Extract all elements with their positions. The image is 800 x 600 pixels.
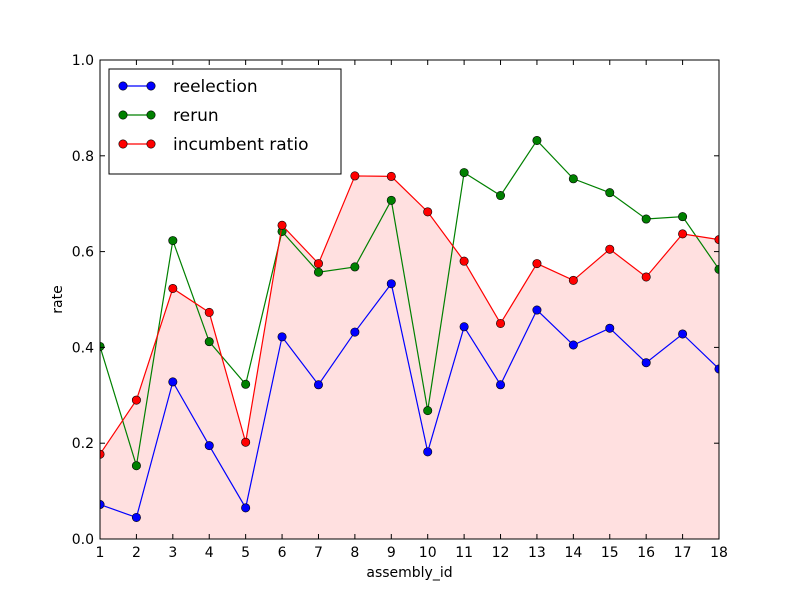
data-point-rerun bbox=[568, 174, 578, 184]
data-point-rerun bbox=[313, 267, 323, 277]
data-point-rerun bbox=[641, 214, 651, 224]
data-point-reelection bbox=[641, 358, 651, 368]
x-tick-label: 6 bbox=[278, 545, 287, 561]
x-tick-label: 1 bbox=[96, 545, 105, 561]
legend-marker bbox=[146, 139, 156, 149]
data-point-incumbent-ratio bbox=[277, 220, 287, 230]
plot-frame bbox=[99, 59, 720, 540]
data-point-reelection bbox=[423, 447, 433, 457]
data-point-incumbent-ratio bbox=[641, 272, 651, 282]
series-line-incumbent-ratio bbox=[99, 175, 720, 455]
x-tick-label: 7 bbox=[314, 545, 323, 561]
series-incumbent-ratio bbox=[99, 171, 720, 459]
legend-label: rerun bbox=[173, 106, 219, 126]
data-point-rerun bbox=[350, 262, 360, 272]
data-point-incumbent-ratio bbox=[423, 207, 433, 217]
series-line-rerun bbox=[99, 139, 720, 466]
data-point-incumbent-ratio bbox=[532, 259, 542, 269]
data-point-reelection bbox=[605, 323, 615, 333]
y-tick-label: 0.8 bbox=[72, 149, 94, 165]
data-point-rerun bbox=[605, 188, 615, 198]
data-point-reelection bbox=[350, 327, 360, 337]
data-point-reelection bbox=[204, 441, 214, 451]
data-point-rerun bbox=[459, 168, 469, 178]
data-point-reelection bbox=[241, 503, 251, 513]
data-point-reelection bbox=[568, 340, 578, 350]
data-point-reelection bbox=[386, 279, 396, 289]
legend-marker bbox=[118, 81, 128, 91]
x-tick-label: 11 bbox=[455, 545, 473, 561]
x-tick-label: 4 bbox=[205, 545, 214, 561]
series-line-reelection bbox=[99, 282, 720, 519]
legend-marker bbox=[118, 139, 128, 149]
data-point-reelection bbox=[678, 329, 688, 339]
data-point-rerun bbox=[496, 191, 506, 201]
x-axis-label: assembly_id bbox=[366, 565, 452, 581]
x-tick-label: 9 bbox=[387, 545, 396, 561]
data-point-rerun bbox=[168, 236, 178, 246]
data-point-rerun bbox=[241, 379, 251, 389]
x-tick-label: 15 bbox=[601, 545, 619, 561]
data-point-reelection bbox=[277, 332, 287, 342]
series-layer bbox=[99, 135, 720, 522]
data-point-incumbent-ratio bbox=[678, 229, 688, 239]
x-tick-label: 18 bbox=[710, 545, 728, 561]
y-tick-label: 0.0 bbox=[72, 532, 94, 548]
y-tick-label: 0.2 bbox=[72, 436, 94, 452]
x-tick-label: 5 bbox=[241, 545, 250, 561]
x-tick-label: 14 bbox=[564, 545, 582, 561]
data-point-incumbent-ratio bbox=[386, 171, 396, 181]
data-point-incumbent-ratio bbox=[131, 395, 141, 405]
x-tick-label: 12 bbox=[492, 545, 510, 561]
axis-ticks: 1 2 3 4 5 6 7 8 9 10 11 12 13 14 15 16 17 180.00.20.40.60… bbox=[72, 53, 728, 561]
legend-marker bbox=[118, 110, 128, 120]
series-reelection bbox=[99, 279, 720, 522]
series-rerun bbox=[99, 135, 720, 471]
legend-marker bbox=[146, 81, 156, 91]
y-tick-label: 0.4 bbox=[72, 340, 94, 356]
x-tick-label: 16 bbox=[637, 545, 655, 561]
legend-entries: reelection rerun incumbent ratio bbox=[118, 77, 308, 155]
data-point-incumbent-ratio bbox=[568, 275, 578, 285]
legend-label: incumbent ratio bbox=[173, 135, 308, 155]
data-point-rerun bbox=[204, 337, 214, 347]
fill-area bbox=[100, 175, 719, 539]
data-point-incumbent-ratio bbox=[241, 437, 251, 447]
y-axis-label: rate bbox=[50, 285, 66, 313]
x-tick-label: 3 bbox=[168, 545, 177, 561]
data-point-rerun bbox=[423, 406, 433, 416]
legend-label: reelection bbox=[173, 77, 258, 97]
data-point-reelection bbox=[532, 305, 542, 315]
x-tick-label: 13 bbox=[528, 545, 546, 561]
data-point-reelection bbox=[313, 380, 323, 390]
data-point-rerun bbox=[131, 461, 141, 471]
x-tick-label: 2 bbox=[132, 545, 141, 561]
legend: reelection rerun incumbent ratio bbox=[108, 68, 342, 175]
data-point-incumbent-ratio bbox=[459, 256, 469, 266]
data-point-incumbent-ratio bbox=[204, 307, 214, 317]
legend-entry: reelection bbox=[118, 77, 258, 97]
data-point-rerun bbox=[532, 135, 542, 145]
data-point-incumbent-ratio bbox=[605, 244, 615, 254]
data-point-incumbent-ratio bbox=[168, 283, 178, 293]
data-point-rerun bbox=[386, 195, 396, 205]
data-point-rerun bbox=[678, 212, 688, 222]
data-point-reelection bbox=[496, 380, 506, 390]
x-tick-label: 10 bbox=[419, 545, 437, 561]
legend-marker bbox=[146, 110, 156, 120]
data-point-reelection bbox=[131, 512, 141, 522]
fill-area-layer bbox=[100, 175, 719, 539]
data-point-reelection bbox=[459, 322, 469, 332]
data-point-incumbent-ratio bbox=[496, 318, 506, 328]
data-point-incumbent-ratio bbox=[313, 259, 323, 269]
legend-entry: rerun bbox=[118, 106, 219, 126]
x-tick-label: 17 bbox=[674, 545, 692, 561]
x-tick-label: 8 bbox=[350, 545, 359, 561]
data-point-reelection bbox=[168, 377, 178, 387]
legend-entry: incumbent ratio bbox=[118, 135, 308, 155]
data-point-incumbent-ratio bbox=[350, 171, 360, 181]
y-tick-label: 0.6 bbox=[72, 245, 94, 261]
y-tick-label: 1.0 bbox=[72, 53, 94, 69]
